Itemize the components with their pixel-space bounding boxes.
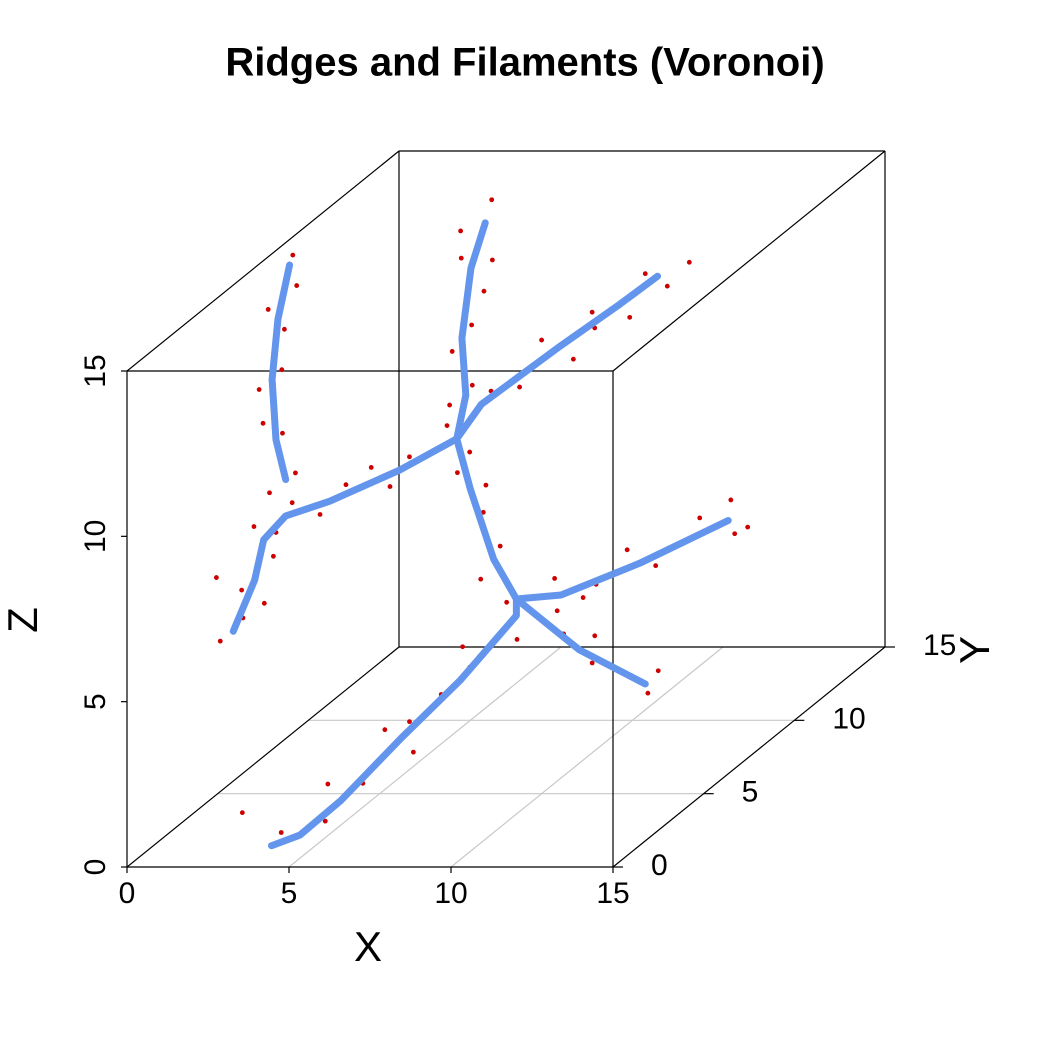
y-tick-label: 5 xyxy=(742,776,759,809)
data-point xyxy=(293,470,298,476)
data-point xyxy=(407,454,412,460)
data-point xyxy=(280,430,285,436)
data-point xyxy=(570,356,576,362)
y-tick-label: 0 xyxy=(651,849,668,882)
data-point xyxy=(294,283,300,288)
data-point xyxy=(467,449,473,455)
data-point xyxy=(514,637,520,642)
data-point xyxy=(552,576,557,581)
z-tick-label: 15 xyxy=(79,354,112,387)
axis-box-edge xyxy=(612,150,886,372)
data-point xyxy=(260,420,266,426)
axis-box-edge xyxy=(612,646,886,868)
filament xyxy=(267,595,520,850)
z-tick-label: 0 xyxy=(79,859,112,876)
data-point xyxy=(382,727,388,733)
data-point xyxy=(289,500,295,506)
data-point xyxy=(655,668,661,674)
x-tick-label: 5 xyxy=(281,877,298,910)
data-point xyxy=(460,644,465,650)
data-point xyxy=(686,259,692,265)
data-point xyxy=(261,600,267,606)
data-point xyxy=(469,382,475,388)
data-point xyxy=(387,484,393,489)
data-point xyxy=(504,599,510,605)
filament xyxy=(512,516,732,603)
data-point xyxy=(449,349,455,354)
data-point xyxy=(407,719,412,725)
data-point xyxy=(589,309,595,315)
data-point xyxy=(251,524,257,529)
data-point xyxy=(458,228,464,234)
data-point xyxy=(481,288,487,294)
filament xyxy=(453,272,662,443)
data-point xyxy=(517,384,522,390)
data-point xyxy=(745,524,751,530)
data-point xyxy=(653,563,659,569)
y-axis-label: Y xyxy=(951,636,998,664)
x-tick-label: 15 xyxy=(596,877,629,910)
data-point xyxy=(497,543,503,549)
x-tick-label: 0 xyxy=(119,877,136,910)
data-point xyxy=(489,257,495,263)
data-point xyxy=(368,465,374,470)
data-point xyxy=(539,337,545,343)
data-point xyxy=(325,781,331,787)
data-point xyxy=(554,608,560,614)
data-point xyxy=(589,660,595,666)
data-point xyxy=(469,322,475,328)
chart-title: Ridges and Filaments (Voronoi) xyxy=(225,41,824,85)
data-point xyxy=(213,575,219,580)
data-point xyxy=(489,197,495,203)
data-point xyxy=(455,470,460,476)
y-tick-label: 15 xyxy=(923,629,956,662)
x-axis-label: X xyxy=(354,923,382,970)
data-point xyxy=(265,307,271,312)
data-point xyxy=(580,595,586,600)
data-point xyxy=(645,690,651,696)
data-point xyxy=(343,482,349,488)
y-tick-label: 10 xyxy=(832,702,865,735)
data-point xyxy=(728,497,734,503)
filament xyxy=(512,595,649,688)
data-point xyxy=(697,515,703,521)
z-tick-label: 5 xyxy=(79,693,112,710)
data-point xyxy=(410,749,416,755)
data-point xyxy=(290,252,296,258)
data-point xyxy=(664,283,670,289)
z-axis-label: Z xyxy=(0,607,46,633)
filament xyxy=(453,435,520,603)
data-point xyxy=(322,818,328,824)
data-point xyxy=(627,314,633,320)
data-point xyxy=(592,633,598,639)
axis-box-edge xyxy=(126,150,400,372)
data-point xyxy=(239,587,245,593)
data-point xyxy=(278,830,284,835)
data-point xyxy=(282,326,287,332)
filament xyxy=(268,261,294,484)
grid-line xyxy=(288,646,562,868)
data-point xyxy=(642,271,648,277)
data-point xyxy=(478,576,484,582)
axis-box-edge xyxy=(126,646,400,868)
data-point xyxy=(267,490,272,496)
data-point xyxy=(217,638,223,644)
x-tick-label: 10 xyxy=(434,877,467,910)
data-point xyxy=(458,255,464,261)
data-point xyxy=(483,482,489,488)
data-point xyxy=(444,423,450,429)
data-point xyxy=(279,367,285,373)
data-point xyxy=(239,810,245,816)
data-point xyxy=(624,547,630,553)
grid-line xyxy=(450,646,724,868)
data-point xyxy=(256,387,262,392)
data-point xyxy=(447,402,453,408)
filament xyxy=(229,435,461,635)
filament xyxy=(453,219,489,443)
data-point xyxy=(732,531,738,537)
z-tick-label: 10 xyxy=(79,520,112,553)
data-point xyxy=(271,553,276,559)
data-point xyxy=(317,512,323,517)
